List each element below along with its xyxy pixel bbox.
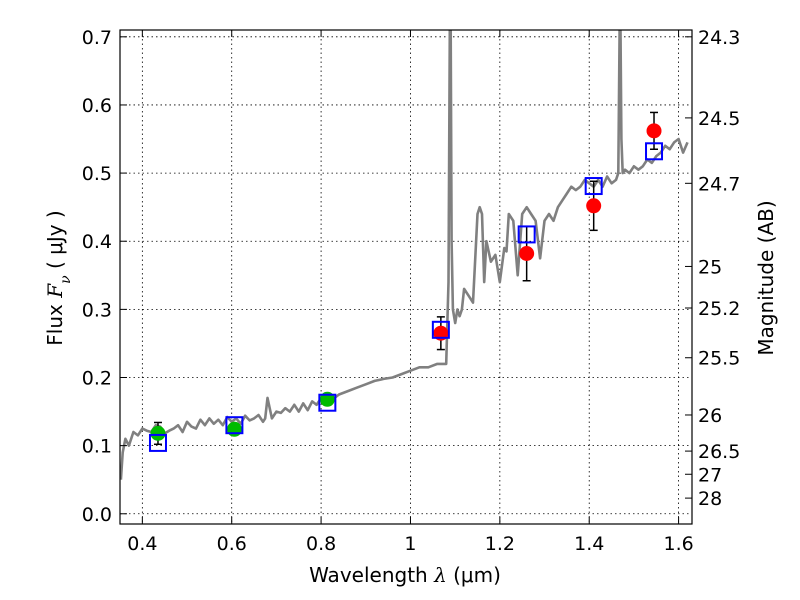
x-tick-label: 1.2 xyxy=(485,533,515,555)
y-tick-label: 0.2 xyxy=(82,368,112,390)
y-tick-label: 0.0 xyxy=(82,504,112,526)
magnitude-tick-label: 28 xyxy=(698,488,722,510)
y-tick-label: 0.7 xyxy=(82,27,112,49)
x-tick-label: 1.6 xyxy=(663,533,693,555)
photometry-point xyxy=(226,421,242,437)
x-axis-label: Wavelength λ (μm) xyxy=(309,563,501,587)
model-square-marker xyxy=(584,177,603,196)
photometry-point xyxy=(586,198,602,214)
y2-axis-label: Magnitude (AB) xyxy=(754,200,778,355)
spectrum-line xyxy=(120,30,689,480)
spectrum-layer xyxy=(120,30,689,480)
photometry-point xyxy=(519,245,535,261)
model-square-marker xyxy=(431,320,450,339)
magnitude-tick-label: 24.3 xyxy=(698,27,740,49)
magnitude-tick-label: 25 xyxy=(698,256,722,278)
data-points-layer xyxy=(148,111,664,452)
grid xyxy=(120,30,692,524)
magnitude-tick-label: 24.5 xyxy=(698,108,740,130)
x-tick-label: 0.6 xyxy=(217,533,247,555)
magnitude-tick-label: 27 xyxy=(698,464,722,486)
model-square-marker xyxy=(645,142,664,161)
x-tick-label: 1.4 xyxy=(574,533,604,555)
magnitude-tick-label: 26.5 xyxy=(698,441,740,463)
x-tick-label: 0.8 xyxy=(306,533,336,555)
model-square-marker xyxy=(148,433,167,452)
x-tick-label: 0.4 xyxy=(127,533,157,555)
ticks-layer: 0.4 0.6 0.8 1 1.2 1.4 1.6 0.0 0.1 0.2 0.3 0.4 0.5 0.6… xyxy=(82,27,741,555)
magnitude-tick-label: 24.7 xyxy=(698,173,740,195)
x-tick-label: 1 xyxy=(404,533,416,555)
model-square-marker xyxy=(517,225,536,244)
magnitude-tick-label: 25.5 xyxy=(698,348,740,370)
magnitude-tick-label: 26 xyxy=(698,405,722,427)
model-square-marker xyxy=(318,393,337,412)
magnitude-tick-label: 25.2 xyxy=(698,298,740,320)
photometry-point xyxy=(646,123,662,139)
y-tick-label: 0.3 xyxy=(82,299,112,321)
y-axis-label: Flux Fν ( μJy ) xyxy=(43,210,74,345)
plot-frame xyxy=(119,29,693,525)
model-square-marker xyxy=(225,416,244,435)
photometry-point xyxy=(150,425,166,441)
y-tick-label: 0.1 xyxy=(82,436,112,458)
y-tick-label: 0.6 xyxy=(82,95,112,117)
y-tick-label: 0.5 xyxy=(82,163,112,185)
y-tick-label: 0.4 xyxy=(82,231,112,253)
